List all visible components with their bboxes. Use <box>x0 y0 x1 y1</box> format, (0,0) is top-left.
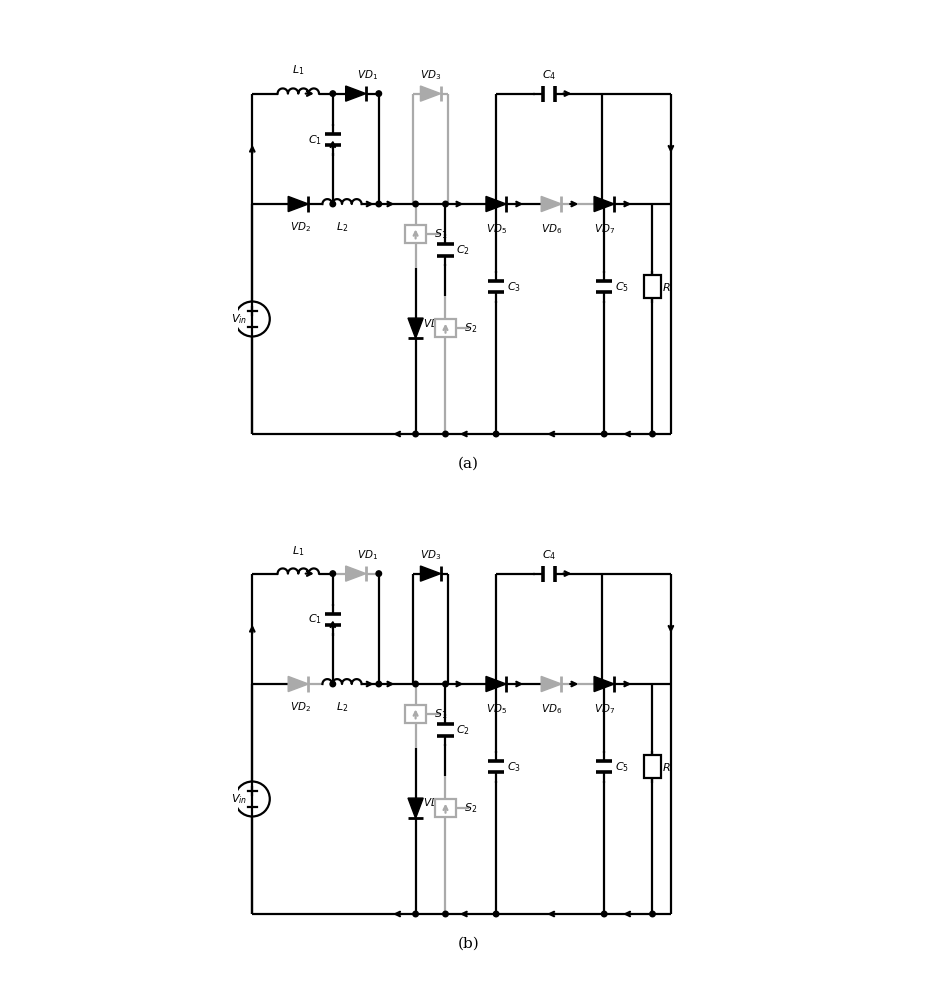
Text: $VD_7$: $VD_7$ <box>593 222 614 236</box>
Polygon shape <box>486 196 505 212</box>
Text: $VD_1$: $VD_1$ <box>357 68 377 82</box>
Text: $S_2$: $S_2$ <box>463 801 476 815</box>
Polygon shape <box>407 798 423 818</box>
Polygon shape <box>345 566 366 581</box>
Text: $VD_5$: $VD_5$ <box>485 702 506 716</box>
Text: $C_4$: $C_4$ <box>541 68 556 82</box>
Polygon shape <box>541 676 561 692</box>
Circle shape <box>443 201 447 207</box>
Polygon shape <box>541 196 561 212</box>
Polygon shape <box>288 196 308 212</box>
FancyBboxPatch shape <box>435 319 455 337</box>
Text: $C_2$: $C_2$ <box>456 723 470 737</box>
Polygon shape <box>420 566 440 581</box>
FancyBboxPatch shape <box>644 275 660 298</box>
Text: $R$: $R$ <box>661 761 670 773</box>
Text: $C_3$: $C_3$ <box>506 280 520 294</box>
Circle shape <box>493 911 498 917</box>
Polygon shape <box>407 318 423 338</box>
Circle shape <box>598 681 604 687</box>
Circle shape <box>329 201 335 207</box>
Circle shape <box>375 91 381 96</box>
Text: $S_1$: $S_1$ <box>433 227 447 241</box>
Text: $VD_6$: $VD_6$ <box>540 702 562 716</box>
Circle shape <box>329 681 335 687</box>
FancyBboxPatch shape <box>644 755 660 778</box>
FancyBboxPatch shape <box>435 799 455 817</box>
Circle shape <box>493 431 498 437</box>
Circle shape <box>601 681 607 687</box>
Circle shape <box>443 681 447 687</box>
Text: $S_2$: $S_2$ <box>463 321 476 335</box>
Text: $V_{in}$: $V_{in}$ <box>231 792 247 806</box>
Circle shape <box>443 911 447 917</box>
Polygon shape <box>593 676 614 692</box>
Circle shape <box>601 431 607 437</box>
Circle shape <box>413 911 417 917</box>
Circle shape <box>413 431 417 437</box>
Text: $C_5$: $C_5$ <box>614 760 628 774</box>
Text: $VD_7$: $VD_7$ <box>593 702 614 716</box>
Circle shape <box>649 431 654 437</box>
Polygon shape <box>288 676 308 692</box>
Text: $C_5$: $C_5$ <box>614 280 628 294</box>
Circle shape <box>493 681 498 687</box>
Circle shape <box>375 571 381 576</box>
Text: $L_2$: $L_2$ <box>335 700 348 714</box>
Text: (b): (b) <box>457 937 479 951</box>
Text: $C_1$: $C_1$ <box>308 133 322 146</box>
Text: (a): (a) <box>458 457 478 471</box>
Circle shape <box>601 201 607 207</box>
Text: $C_3$: $C_3$ <box>506 760 520 774</box>
Circle shape <box>649 911 654 917</box>
Text: $VD_1$: $VD_1$ <box>357 548 377 562</box>
Text: $L_1$: $L_1$ <box>292 64 304 77</box>
Circle shape <box>329 571 335 576</box>
Circle shape <box>375 681 381 687</box>
Circle shape <box>329 91 335 96</box>
Polygon shape <box>486 676 505 692</box>
Circle shape <box>601 911 607 917</box>
Circle shape <box>443 431 447 437</box>
Text: $VD_2$: $VD_2$ <box>290 700 311 714</box>
Text: $VD_4$: $VD_4$ <box>423 797 445 810</box>
Text: $C_4$: $C_4$ <box>541 548 556 562</box>
Polygon shape <box>345 86 366 101</box>
Text: $VD_3$: $VD_3$ <box>419 548 441 562</box>
Circle shape <box>413 201 417 207</box>
Text: $VD_2$: $VD_2$ <box>290 220 311 234</box>
Text: $VD_3$: $VD_3$ <box>419 68 441 82</box>
FancyBboxPatch shape <box>405 705 425 723</box>
Text: $S_1$: $S_1$ <box>433 707 447 721</box>
Text: $R$: $R$ <box>661 281 670 293</box>
Text: $V_{in}$: $V_{in}$ <box>231 312 247 326</box>
Circle shape <box>375 201 381 207</box>
Text: $VD_4$: $VD_4$ <box>423 317 445 330</box>
Circle shape <box>598 201 604 207</box>
Text: $L_2$: $L_2$ <box>335 220 348 234</box>
Polygon shape <box>420 86 440 101</box>
FancyBboxPatch shape <box>405 225 425 243</box>
Text: $VD_5$: $VD_5$ <box>485 222 506 236</box>
Circle shape <box>493 681 498 687</box>
Circle shape <box>493 201 498 207</box>
Circle shape <box>493 201 498 207</box>
Polygon shape <box>593 196 614 212</box>
Circle shape <box>413 681 417 687</box>
Text: $L_1$: $L_1$ <box>292 544 304 557</box>
Text: $VD_6$: $VD_6$ <box>540 222 562 236</box>
Text: $C_1$: $C_1$ <box>308 613 322 626</box>
Text: $C_2$: $C_2$ <box>456 243 470 257</box>
